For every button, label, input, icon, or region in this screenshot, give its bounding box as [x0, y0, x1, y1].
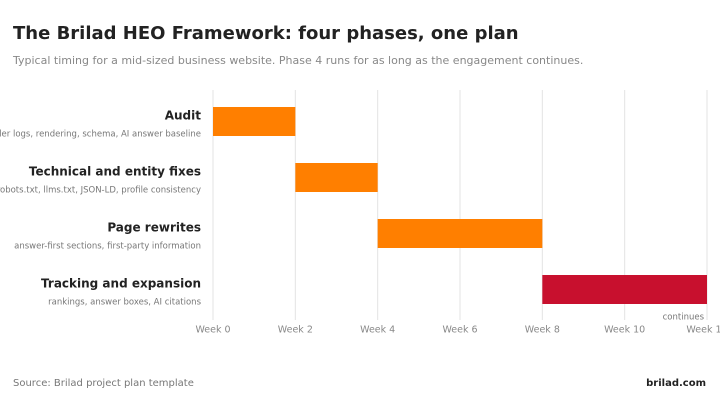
- bar: [295, 163, 378, 192]
- bar: [377, 219, 543, 248]
- task-detail: robots.txt, llms.txt, JSON-LD, profile c…: [0, 186, 201, 196]
- x-tick-label: Week 2: [278, 325, 313, 336]
- task-detail: crawler logs, rendering, schema, AI answ…: [0, 130, 201, 140]
- x-tick-label: Week 8: [525, 325, 560, 336]
- chart-subtitle: Typical timing for a mid-sized business …: [12, 54, 583, 67]
- task-name: Page rewrites: [107, 221, 201, 235]
- x-tick-label: Week 0: [195, 325, 230, 336]
- task-name: Tracking and expansion: [41, 277, 201, 291]
- task-detail: rankings, answer boxes, AI citations: [48, 298, 201, 308]
- x-tick-label: Week 4: [360, 325, 395, 336]
- chart-title: The Brilad HEO Framework: four phases, o…: [13, 23, 519, 44]
- annotation: continues: [663, 313, 705, 323]
- task-name: Audit: [165, 109, 202, 123]
- task-detail: answer-first sections, first-party infor…: [14, 242, 201, 252]
- x-tick-label: Week 10: [604, 325, 645, 336]
- bar: [542, 275, 707, 304]
- source: Source: Brilad project plan template: [13, 378, 194, 389]
- task-name: Technical and entity fixes: [29, 165, 201, 179]
- bar: [213, 107, 296, 136]
- brand: brilad.com: [646, 378, 706, 389]
- x-tick-label: Week 12: [686, 325, 720, 336]
- x-tick-label: Week 6: [442, 325, 477, 336]
